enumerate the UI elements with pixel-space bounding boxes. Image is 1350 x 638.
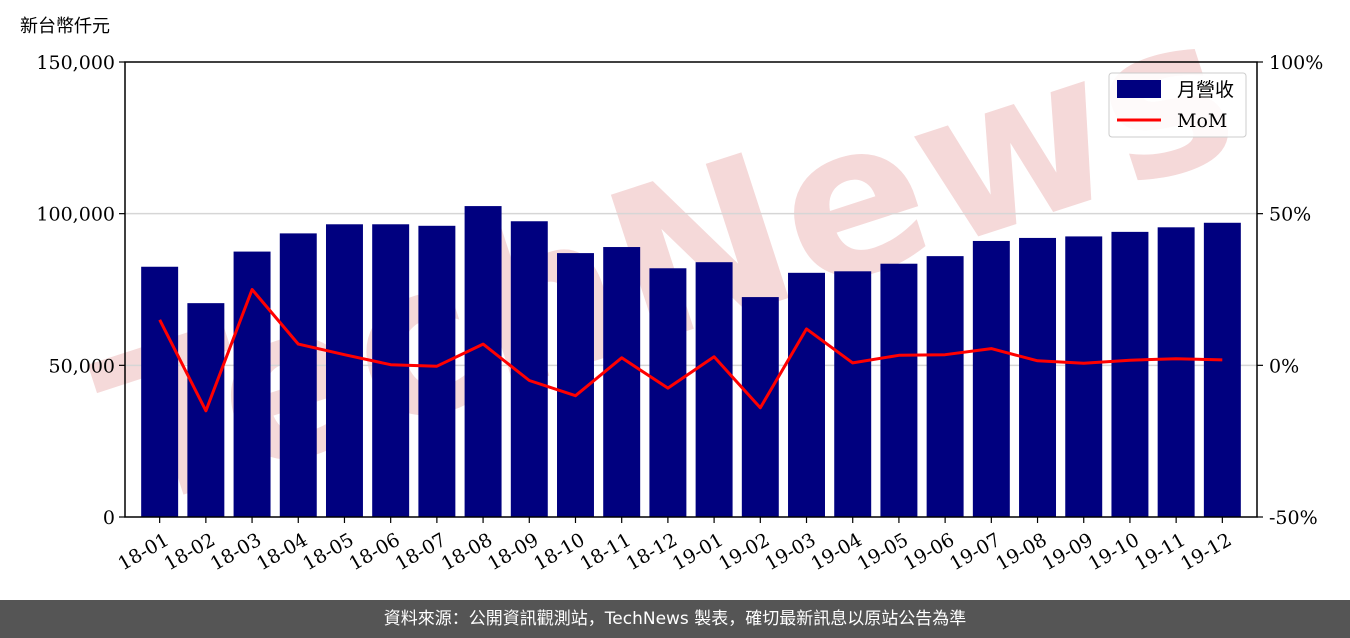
- bar-19-05: [880, 263, 918, 517]
- bar-18-04: [279, 233, 317, 517]
- bar-19-12: [1203, 222, 1241, 517]
- x-tick-label: 19-03: [761, 529, 819, 575]
- left-tick-label: 150,000: [36, 52, 115, 74]
- x-tick-label: 19-05: [854, 529, 912, 575]
- plot-frame: [124, 61, 1258, 518]
- bar-18-08: [464, 206, 502, 518]
- bar-19-07: [972, 240, 1010, 517]
- bar-19-08: [1019, 237, 1057, 517]
- left-tick-label: 0: [103, 507, 115, 529]
- right-tick-label: 50%: [1269, 204, 1311, 226]
- bar-19-03: [788, 272, 825, 517]
- bar-19-04: [834, 271, 872, 517]
- x-tick-label: 18-09: [484, 529, 542, 575]
- bar-19-06: [926, 256, 964, 517]
- x-tick-label: 19-04: [807, 529, 865, 575]
- bar-19-01: [695, 262, 733, 517]
- right-tick-label: -50%: [1269, 507, 1318, 529]
- revenue-chart: TechNews 050,000100,000150,000-50%0%50%1…: [20, 0, 1323, 575]
- bar-18-01: [141, 266, 179, 517]
- x-tick-label: 19-02: [715, 529, 773, 575]
- x-tick-label: 18-08: [438, 529, 496, 575]
- x-tick-label: 19-10: [1085, 529, 1143, 575]
- legend-label-mom: MoM: [1177, 110, 1227, 132]
- legend-swatch-bar: [1117, 80, 1161, 98]
- right-tick-label: 0%: [1269, 355, 1299, 377]
- x-tick-label: 18-10: [530, 529, 588, 575]
- x-tick-label: 19-11: [1131, 529, 1189, 575]
- x-tick-label: 19-09: [1038, 529, 1096, 575]
- x-tick-label: 18-12: [623, 529, 681, 575]
- x-tick-label: 19-12: [1177, 529, 1235, 575]
- bar-18-05: [325, 224, 363, 518]
- x-tick-label: 18-11: [576, 529, 634, 575]
- x-tick-label: 18-04: [253, 529, 311, 575]
- bar-18-03: [233, 251, 271, 518]
- right-tick-label: 100%: [1269, 52, 1323, 74]
- bar-series: [141, 206, 1241, 518]
- footer-source-note: 資料來源：公開資訊觀測站，TechNews 製表，確切最新訊息以原站公告為準: [0, 600, 1350, 638]
- legend: 月營收 MoM: [1108, 72, 1247, 138]
- bar-18-12: [649, 268, 687, 517]
- line-series: [158, 288, 1223, 413]
- mom-line: [158, 288, 1223, 413]
- x-tick-label: 18-07: [392, 529, 450, 575]
- bar-19-09: [1065, 236, 1103, 517]
- y-axis-unit-label: 新台幣仟元: [20, 16, 110, 37]
- bar-18-06: [372, 224, 410, 518]
- bar-19-10: [1111, 231, 1149, 517]
- x-tick-label: 18-05: [299, 529, 357, 575]
- x-tick-label: 18-06: [345, 529, 403, 575]
- bar-18-11: [603, 247, 641, 518]
- x-tick-label: 19-07: [946, 529, 1004, 575]
- x-tick-label: 19-01: [669, 529, 727, 575]
- x-tick-label: 19-06: [900, 529, 958, 575]
- left-tick-label: 100,000: [36, 204, 115, 226]
- left-tick-label: 50,000: [49, 355, 115, 377]
- x-tick-label: 19-08: [992, 529, 1050, 575]
- legend-label-revenue: 月營收: [1177, 79, 1234, 101]
- bar-18-07: [418, 225, 456, 518]
- bar-19-11: [1157, 227, 1195, 518]
